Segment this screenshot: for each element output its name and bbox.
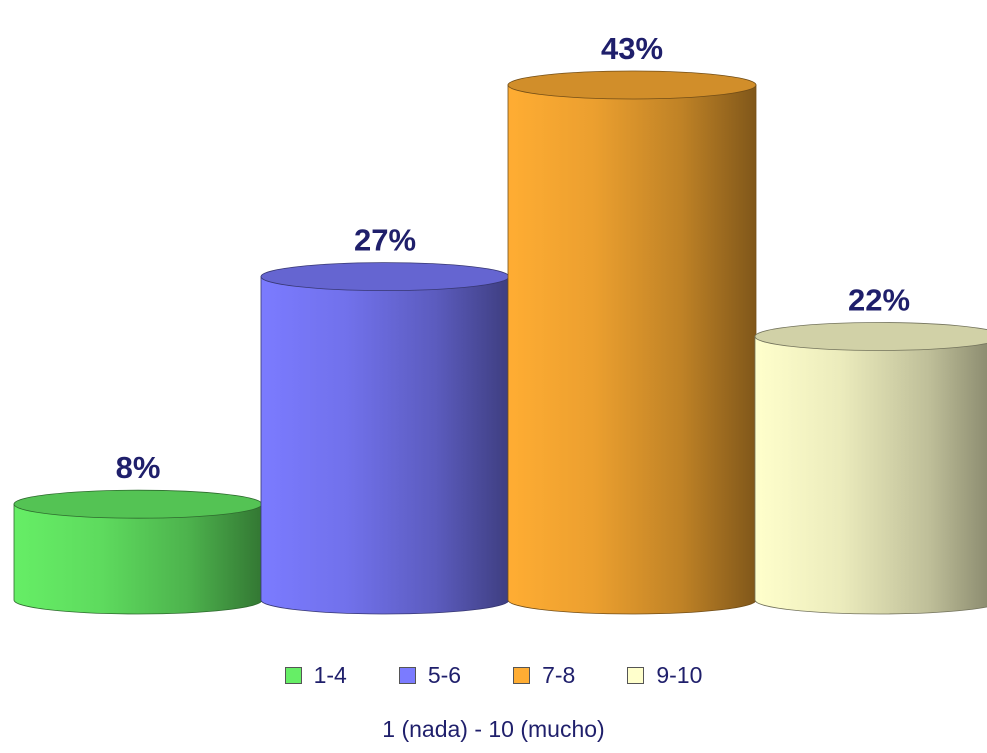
- cylinder-bar-chart: 8% 27% 43% 22%: [13, 31, 987, 615]
- legend-swatch-5-6: [398, 667, 416, 684]
- legend-item-5-6: 5-6: [398, 662, 462, 689]
- legend-item-1-4: 1-4: [284, 662, 347, 689]
- bar-top-9-10: [754, 322, 987, 351]
- legend-label-9-10: 9-10: [656, 662, 703, 688]
- bar-9-10: [754, 322, 987, 615]
- bar-top-5-6: [260, 262, 510, 292]
- bar-body-1-4: [13, 503, 263, 615]
- data-label-7-8: 43%: [601, 31, 663, 66]
- legend-item-9-10: 9-10: [627, 662, 702, 689]
- legend-label-1-4: 1-4: [313, 662, 347, 688]
- legend-label-5-6: 5-6: [427, 662, 462, 688]
- legend-swatch-1-4: [284, 667, 302, 684]
- legend-label-7-8: 7-8: [542, 662, 576, 688]
- legend-item-7-8: 7-8: [513, 662, 575, 689]
- legend-swatch-9-10: [627, 667, 645, 684]
- data-label-9-10: 22%: [848, 283, 910, 318]
- bar-body-7-8: [507, 84, 757, 615]
- data-label-1-4: 8%: [116, 450, 161, 485]
- chart-legend: 1-4 5-6 7-8 9-10: [0, 662, 987, 689]
- bar-body-5-6: [260, 276, 510, 615]
- bar-1-4: [13, 489, 263, 615]
- bar-top-1-4: [13, 489, 263, 519]
- bar-body-9-10: [754, 336, 987, 615]
- bar-5-6: [260, 262, 510, 615]
- bar-top-7-8: [507, 70, 757, 100]
- bar-7-8: [507, 70, 757, 615]
- data-label-5-6: 27%: [354, 223, 416, 258]
- x-axis-label: 1 (nada) - 10 (mucho): [382, 716, 605, 742]
- legend-swatch-7-8: [513, 667, 531, 684]
